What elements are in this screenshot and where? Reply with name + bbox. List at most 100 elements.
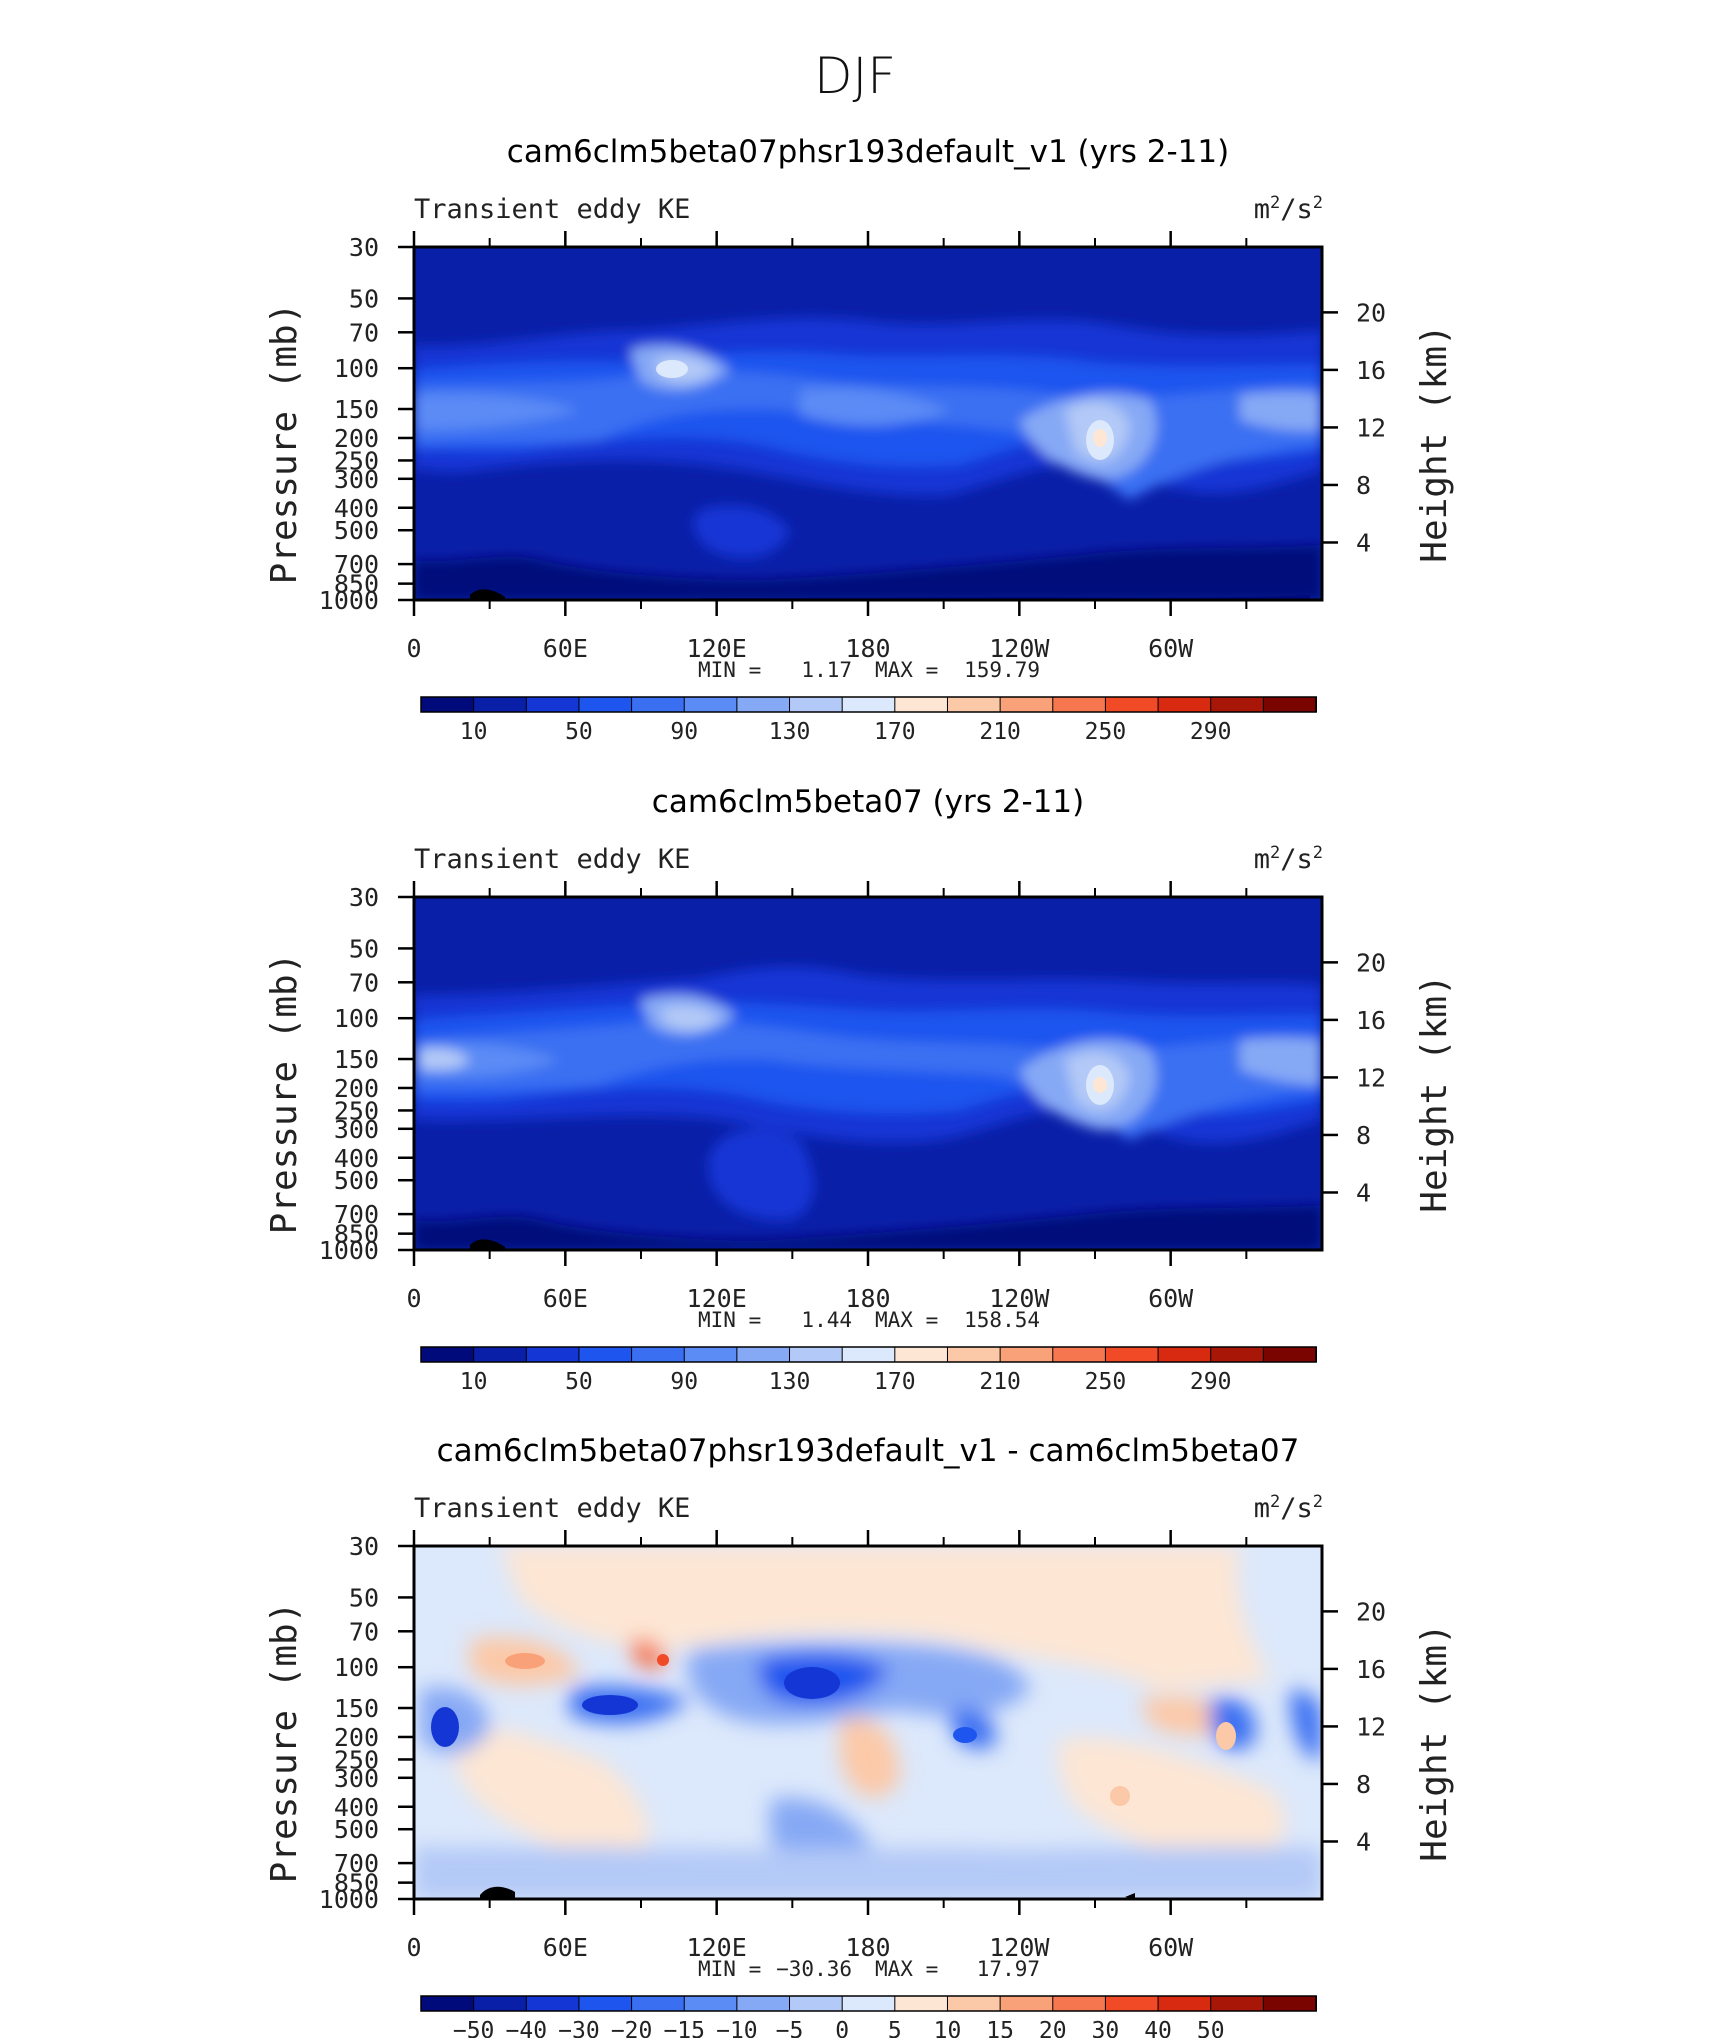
x-tick-label: 60E	[543, 634, 588, 663]
colorbar-box	[473, 696, 528, 713]
colorbar-label: −15	[663, 2018, 705, 2038]
y-right-tick-label: 8	[1356, 1770, 1371, 1799]
y-tick-label: 70	[349, 318, 379, 347]
stats-layer: MIN = 1.17 MAX = 159.79 MIN = 1.44 MAX = 158.54…	[698, 658, 1040, 1981]
y-tick-label: 700	[334, 1849, 379, 1878]
colorbar-label: 90	[670, 1369, 698, 1395]
min-label: MIN =	[698, 1957, 761, 1981]
y-tick-label: 400	[334, 494, 379, 523]
y-axis-right-label: Height (km)	[1414, 324, 1455, 562]
min-label: MIN =	[698, 1308, 761, 1332]
max-value: 17.97	[977, 1957, 1040, 1981]
colorbar-box	[1052, 1346, 1107, 1363]
y-axis-right-label: Height (km)	[1414, 1623, 1455, 1861]
units-label: m2/s2	[1254, 193, 1323, 225]
panel-2: cam6clm5beta07 (yrs 2-11) Transient eddy…	[412, 784, 1324, 1252]
y-right-tick-label: 8	[1356, 1121, 1371, 1150]
colorbar-label: 170	[874, 719, 916, 745]
y-tick-label: 30	[349, 883, 379, 912]
y-right-tick-label: 20	[1356, 298, 1386, 327]
colorbar-label: 250	[1085, 1369, 1127, 1395]
colorbar-box	[1052, 1995, 1107, 2012]
y-tick-label: 100	[334, 1653, 379, 1682]
y-tick-label: 1000	[319, 1236, 379, 1265]
y-tick-label: 300	[334, 1115, 379, 1144]
colorbar-box	[999, 1346, 1054, 1363]
colorbar-box	[420, 1995, 475, 2012]
colorbar-box	[525, 1346, 580, 1363]
x-tick-label: 60W	[1148, 1284, 1194, 1313]
y-tick-label: 850	[334, 1220, 379, 1249]
colorbar-box	[631, 1995, 686, 2012]
y-tick-label: 250	[334, 446, 379, 475]
y-tick-label: 50	[349, 284, 379, 313]
min-value: −30.36	[776, 1957, 852, 1981]
colorbar-box	[946, 1346, 1002, 1363]
colorbar-label: −30	[558, 2018, 600, 2038]
colorbar-label: −50	[453, 2018, 495, 2038]
y-tick-label: 30	[349, 1532, 379, 1561]
x-tick-label: 120W	[989, 634, 1050, 663]
units-label: m2/s2	[1254, 1492, 1323, 1524]
colorbar-label: 5	[888, 2018, 902, 2038]
min-value: 1.17	[801, 658, 852, 682]
y-tick-label: 1000	[319, 586, 379, 615]
y-tick-label: 30	[349, 233, 379, 262]
x-tick-label: 180	[845, 1933, 890, 1962]
y-tick-label: 400	[334, 1144, 379, 1173]
y-right-tick-label: 4	[1356, 1178, 1371, 1207]
colorbar-box	[736, 1995, 791, 2012]
y-tick-label: 200	[334, 424, 379, 453]
y-tick-label: 150	[334, 1694, 379, 1723]
colorbar-box	[1262, 1346, 1317, 1363]
min-feature	[784, 1667, 840, 1699]
colorbar-box	[841, 1346, 896, 1363]
colorbar-box	[1210, 1346, 1265, 1363]
colorbar-box	[683, 696, 738, 713]
panel-3: cam6clm5beta07phsr193default_v1 - cam6cl…	[412, 1433, 1324, 1901]
colorbar-label: −10	[716, 2018, 758, 2038]
colorbar-frame	[420, 1346, 1317, 1363]
x-tick-label: 120E	[687, 1933, 747, 1962]
colorbar-box	[841, 696, 896, 713]
colorbar-box	[631, 1346, 686, 1363]
colorbar-box	[1262, 696, 1317, 713]
y-tick-label: 200	[334, 1074, 379, 1103]
colorbar-label: 130	[769, 1369, 811, 1395]
y-right-tick-label: 20	[1356, 1597, 1386, 1626]
colorbar-label: 40	[1144, 2018, 1172, 2038]
x-tick-label: 120W	[989, 1284, 1050, 1313]
contour-field	[414, 1546, 1322, 1899]
y-right-tick-label: 12	[1356, 413, 1386, 442]
x-tick-label: 60W	[1148, 634, 1194, 663]
colorbar-box	[789, 1346, 844, 1363]
colorbar-box	[525, 696, 580, 713]
max-value: 158.54	[964, 1308, 1040, 1332]
colorbar-box	[473, 1346, 528, 1363]
colorbar-label: −20	[611, 2018, 653, 2038]
colorbar-label: 0	[835, 2018, 849, 2038]
y-axis-label: Pressure (mb)	[264, 303, 305, 585]
colorbar-label: 250	[1085, 719, 1127, 745]
colorbar-label: 210	[979, 719, 1021, 745]
colorbar-box	[946, 696, 1002, 713]
colorbar-box	[946, 1995, 1002, 2012]
colorbar-frame	[420, 696, 1317, 713]
y-tick-label: 300	[334, 1764, 379, 1793]
y-tick-label: 150	[334, 395, 379, 424]
x-tick-label: 120W	[989, 1933, 1050, 1962]
x-tick-label: 60E	[543, 1284, 588, 1313]
colorbar-box	[525, 1995, 580, 2012]
x-tick-label: 180	[845, 1284, 890, 1313]
y-tick-label: 250	[334, 1096, 379, 1125]
colorbar-box	[1104, 1346, 1160, 1363]
colorbar-box	[1104, 696, 1160, 713]
colorbar-label: 15	[986, 2018, 1014, 2038]
max-feature-core	[1093, 429, 1107, 447]
y-right-tick-label: 12	[1356, 1063, 1386, 1092]
colorbar-label: 290	[1190, 1369, 1232, 1395]
colorbar-label: 10	[460, 719, 488, 745]
y-tick-label: 500	[334, 1166, 379, 1195]
